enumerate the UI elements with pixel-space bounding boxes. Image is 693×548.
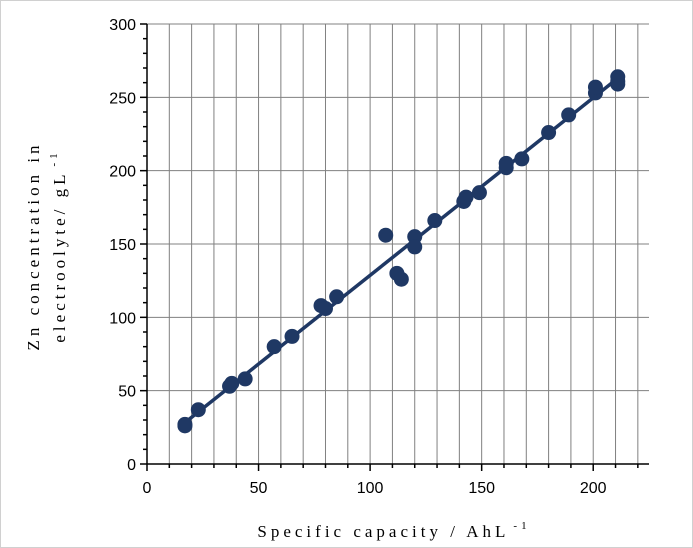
data-point — [393, 271, 409, 287]
data-point — [587, 79, 603, 95]
x-axis-title-main: Specific capacity / AhL — [257, 522, 509, 541]
y-tick-label: 50 — [118, 384, 136, 401]
data-point — [561, 107, 577, 123]
y-axis-title-line2-sup: -1 — [48, 149, 60, 166]
data-point — [407, 229, 423, 245]
data-point — [427, 213, 443, 229]
y-axis-title-line2-main: electroolyte/ gL — [50, 171, 69, 343]
data-point — [177, 418, 193, 434]
y-tick-label: 300 — [109, 17, 136, 34]
data-point — [458, 189, 474, 205]
data-point — [190, 402, 206, 418]
data-points — [177, 69, 626, 434]
data-point — [610, 73, 626, 89]
y-tick-label: 100 — [109, 310, 136, 327]
x-tick-label: 50 — [250, 480, 268, 497]
data-point — [224, 375, 240, 391]
data-point — [266, 339, 282, 355]
data-point — [237, 371, 253, 387]
y-tick-label: 200 — [109, 164, 136, 181]
x-axis-title-sup: -1 — [513, 520, 530, 532]
data-point — [498, 155, 514, 171]
y-tick-label: 0 — [127, 457, 136, 474]
data-point — [329, 289, 345, 305]
y-axis-title-line2: electroolyte/ gL -1 — [48, 149, 69, 342]
x-tick-label: 100 — [357, 480, 384, 497]
data-point — [317, 301, 333, 317]
data-point — [407, 239, 423, 255]
data-point — [284, 328, 300, 344]
y-tick-label: 150 — [109, 237, 136, 254]
y-tick-label: 250 — [109, 90, 136, 107]
y-axis-title-line1: Zn concentration in — [24, 141, 43, 350]
axes — [140, 23, 649, 471]
data-point — [541, 125, 557, 141]
x-axis-title: Specific capacity / AhL -1 — [257, 520, 530, 541]
y-axis-title: Zn concentration in electroolyte/ gL -1 — [24, 141, 69, 350]
x-tick-label: 150 — [468, 480, 495, 497]
data-point — [514, 151, 530, 167]
grid-lines — [147, 23, 649, 464]
tick-labels: 0 50 100 150 200 250 300 0 50 100 150 200 — [109, 17, 606, 497]
data-point — [471, 185, 487, 201]
x-tick-label: 0 — [143, 480, 152, 497]
x-tick-label: 200 — [580, 480, 607, 497]
data-point — [378, 227, 394, 243]
